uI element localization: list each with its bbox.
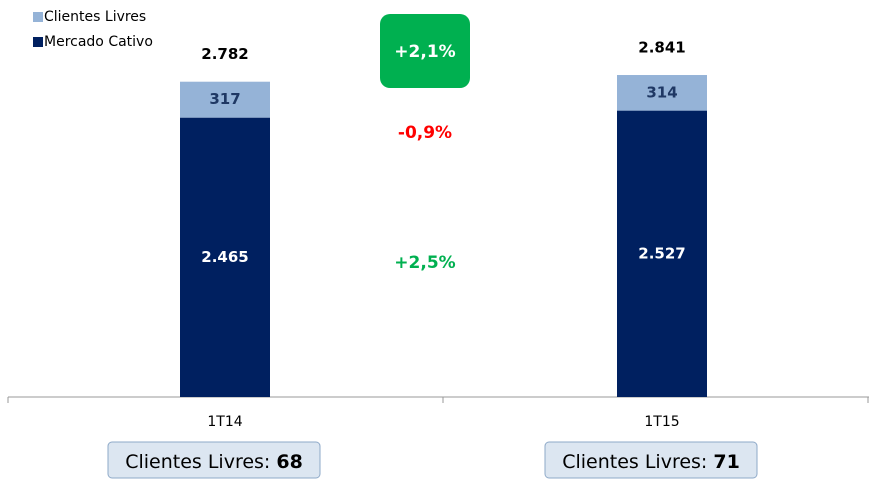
growth-annotation: +2,1% [394, 42, 455, 62]
note-text: Clientes Livres: 71 [562, 451, 740, 473]
x-tick-label: 1T15 [644, 414, 679, 430]
legend-label: Clientes Livres [44, 9, 146, 25]
total-label: 2.782 [201, 45, 248, 63]
growth-annotation: +2,5% [394, 253, 455, 273]
data-label: 2.465 [201, 248, 248, 266]
bar-segment [617, 75, 707, 111]
legend-swatch [33, 37, 43, 47]
bar-segment [180, 117, 270, 397]
note-label: Clientes Livres: [125, 451, 270, 473]
note-box [544, 441, 758, 479]
note-value: 68 [276, 451, 302, 473]
legend-swatch [33, 12, 43, 22]
note-label: Clientes Livres: [562, 451, 707, 473]
note-box [107, 441, 321, 479]
growth-annotation: -0,9% [398, 123, 452, 143]
bar-segment [180, 81, 270, 118]
data-label: 2.527 [638, 244, 685, 262]
note-text: Clientes Livres: 68 [125, 451, 303, 473]
bar-segment [617, 110, 707, 398]
note-value: 71 [713, 451, 739, 473]
data-label: 317 [209, 90, 240, 108]
x-tick-label: 1T14 [207, 414, 242, 430]
growth-box [380, 14, 470, 88]
data-label: 314 [646, 83, 677, 101]
legend-label: Mercado Cativo [44, 34, 153, 50]
total-label: 2.841 [638, 39, 685, 57]
